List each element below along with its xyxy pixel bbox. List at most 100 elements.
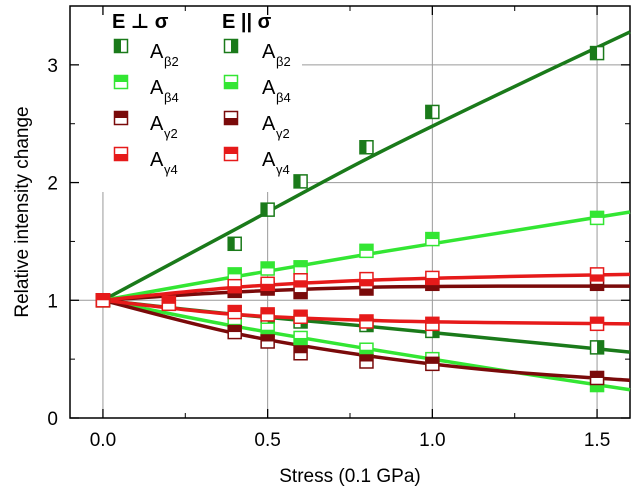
fit-curve-beta2 [102,30,631,302]
marker-fill [590,283,604,291]
fit-curves [102,30,631,392]
y-tick-label: 0 [47,409,58,430]
marker-fill [425,317,439,324]
legend-label: A [150,113,164,135]
data-point [227,236,242,252]
x-tick-label: 0.5 [254,430,280,451]
marker-fill [231,39,238,53]
marker-fill [228,286,242,293]
legend-subscript: γ2 [276,126,290,141]
y-axis-title: Relative intensity change [12,106,33,317]
x-tick-label: 1.0 [419,430,445,451]
marker-fill [224,118,238,125]
legend-marker [113,38,129,54]
y-tick-label: 2 [47,174,58,195]
marker-fill [590,46,598,60]
marker-fill [294,280,308,287]
marker-fill [228,325,242,333]
legend-subscript: β4 [276,90,291,105]
data-point [359,140,374,155]
data-point [359,354,374,369]
marker-fill [96,293,110,301]
marker-fill [294,310,308,317]
marker-fill [224,147,238,154]
legend-subscript: β2 [164,54,179,69]
legend-marker [113,110,129,126]
legend-marker [113,146,129,162]
legend-marker [223,146,239,162]
data-point [227,324,242,340]
data-point [260,276,275,292]
data-point [589,210,605,226]
marker-fill [294,337,308,345]
marker-fill [228,290,242,298]
marker-fill [224,82,238,89]
data-point [293,260,308,275]
y-tick-label: 1 [47,291,58,312]
marker-fill [425,105,433,119]
data-points [95,45,605,393]
marker-fill [228,237,235,251]
data-point [95,293,111,308]
data-point [589,316,605,332]
data-point [359,271,374,287]
marker-fill [261,203,268,217]
ticks [70,6,630,419]
data-point [589,370,605,386]
legend-subscript: γ2 [164,126,178,141]
data-point [589,340,605,355]
data-point [425,104,440,120]
marker-fill [590,211,604,218]
marker-fill [359,314,373,322]
data-point [359,243,374,259]
data-point [589,267,605,282]
marker-fill [114,75,128,82]
marker-fill [261,334,275,342]
marker-fill [597,340,604,354]
marker-fill [425,283,439,291]
data-point [260,202,275,217]
legend-subscript: β2 [276,54,291,69]
legend [113,38,239,162]
marker-fill [114,111,128,118]
legend-marker [223,110,239,126]
legend-header: E ⊥ σ [112,11,169,33]
marker-fill [261,283,275,291]
data-point [293,273,308,288]
legend-label: A [262,149,276,171]
data-point [425,316,440,332]
marker-fill [294,346,308,354]
legend-label: A [150,41,164,63]
y-tick-label: 3 [47,56,58,77]
data-point [425,270,440,286]
marker-fill [294,292,308,299]
x-tick-label: 0.0 [90,430,116,451]
marker-fill [359,140,367,154]
legend-header: E || σ [222,11,272,33]
legend-label: A [262,113,276,135]
data-point [260,261,275,276]
marker-fill [261,288,275,296]
marker-fill [359,288,373,296]
data-point [227,278,242,294]
marker-fill [359,279,373,286]
data-point [359,314,374,329]
data-point [293,174,308,189]
marker-fill [359,244,373,251]
legend-label: A [150,77,164,99]
data-point [425,356,440,372]
marker-fill [590,385,604,392]
marker-fill [261,329,275,337]
data-point [227,304,242,320]
marker-fill [425,357,439,364]
marker-fill [359,354,373,362]
legend-subscript: β4 [164,90,179,105]
marker-fill [228,267,242,275]
marker-fill [590,371,604,378]
marker-fill [114,39,121,53]
legend-marker [113,74,129,90]
legend-subscript: γ4 [276,162,290,177]
plot-frame [69,5,631,419]
marker-fill [228,305,242,313]
